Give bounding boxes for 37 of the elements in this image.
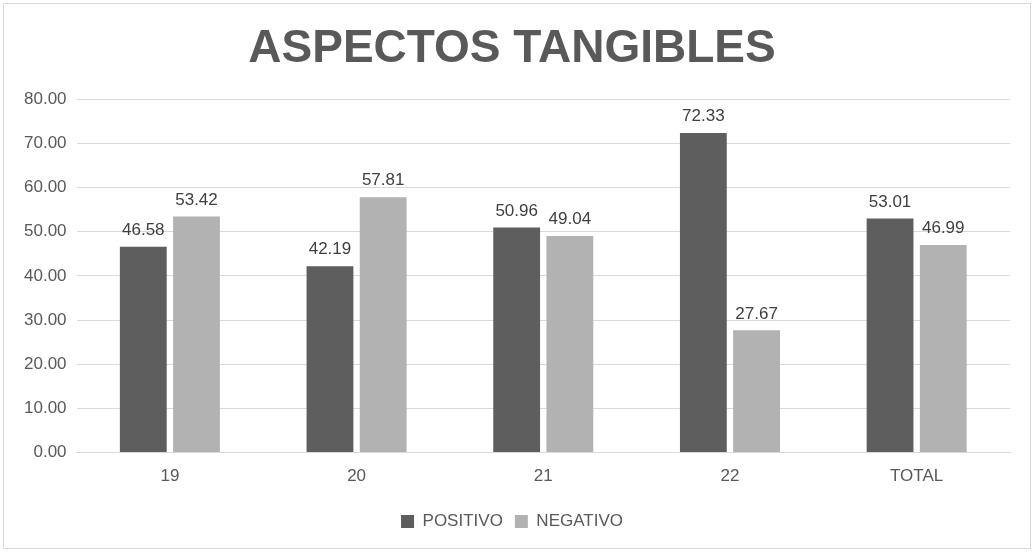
y-tick-label: 0.00	[33, 442, 67, 462]
y-tick-label: 50.00	[23, 221, 67, 241]
legend-label: POSITIVO	[422, 511, 503, 531]
data-label: 46.58	[122, 220, 165, 240]
bar	[359, 197, 407, 453]
bar	[173, 216, 220, 453]
data-label: 57.81	[361, 170, 405, 190]
y-tick-label: 60.00	[23, 177, 67, 197]
data-label: 72.33	[682, 106, 725, 126]
data-label: 49.04	[548, 209, 592, 229]
data-label: 27.67	[735, 303, 778, 323]
bar	[546, 235, 594, 453]
y-tick-label: 70.00	[23, 133, 67, 153]
data-label: 46.99	[921, 218, 965, 238]
bar	[733, 330, 780, 453]
data-label: 53.01	[868, 191, 912, 211]
data-label: 53.42	[175, 189, 218, 209]
data-label: 50.96	[495, 200, 538, 220]
x-tick-label: 21	[533, 466, 553, 486]
y-tick-label: 20.00	[23, 353, 67, 373]
bar	[919, 245, 967, 453]
y-tick-label: 30.00	[23, 309, 67, 329]
y-tick-label: 40.00	[23, 265, 67, 285]
bar	[306, 266, 354, 453]
y-tick-label: 80.00	[23, 88, 67, 108]
bar	[866, 218, 914, 453]
x-tick-label: 19	[160, 466, 180, 486]
x-tick-label: 22	[720, 466, 740, 486]
x-tick-label: TOTAL	[890, 466, 944, 486]
y-tick-label: 10.00	[23, 398, 67, 418]
bar	[119, 246, 167, 453]
bar	[679, 133, 727, 453]
chart-title: ASPECTOS TANGIBLES	[248, 20, 776, 73]
data-label: 42.19	[308, 239, 352, 259]
x-tick-label: 20	[347, 466, 367, 486]
legend-label: NEGATIVO	[536, 511, 623, 531]
bar	[493, 227, 541, 453]
